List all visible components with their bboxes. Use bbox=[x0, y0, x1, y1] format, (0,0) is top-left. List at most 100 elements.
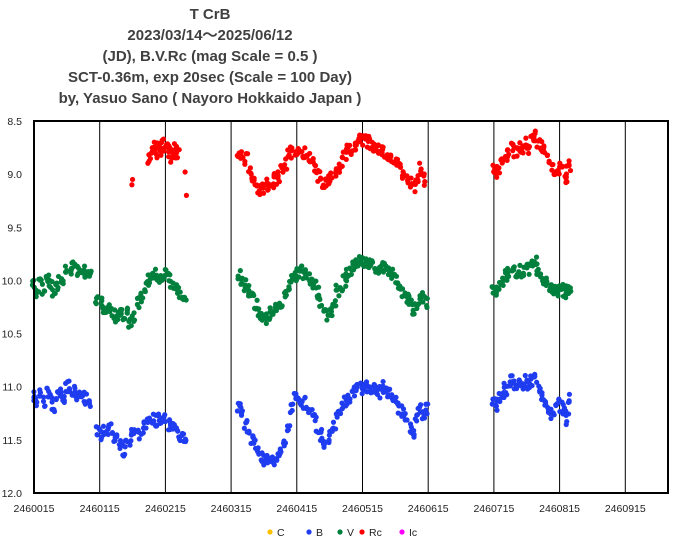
data-point bbox=[333, 303, 339, 309]
data-point bbox=[77, 267, 83, 273]
data-point bbox=[537, 274, 544, 280]
data-point bbox=[330, 425, 336, 431]
data-point bbox=[169, 147, 175, 153]
data-point bbox=[106, 302, 112, 308]
data-point bbox=[122, 444, 128, 450]
data-point bbox=[49, 395, 55, 401]
data-point bbox=[337, 410, 344, 417]
data-point bbox=[386, 269, 393, 276]
chart-title-line: SCT-0.36m, exp 20sec (Scale = 100 Day) bbox=[68, 69, 352, 86]
data-point bbox=[261, 462, 267, 468]
data-point bbox=[152, 148, 158, 154]
data-point bbox=[52, 290, 58, 296]
y-tick-label: 11.0 bbox=[2, 382, 22, 394]
data-point bbox=[520, 150, 526, 156]
data-point bbox=[68, 270, 74, 276]
data-point bbox=[171, 423, 177, 429]
data-point bbox=[66, 386, 73, 392]
data-point bbox=[389, 273, 395, 280]
data-point bbox=[51, 408, 58, 415]
data-point bbox=[246, 283, 252, 289]
data-point bbox=[564, 419, 570, 425]
data-point bbox=[55, 286, 61, 293]
data-point bbox=[275, 173, 281, 179]
data-point bbox=[544, 281, 550, 287]
x-axis-ticks: 2460015 2460115 2460215 2460315 2460415 24605… bbox=[14, 503, 646, 515]
data-point bbox=[522, 372, 528, 379]
data-point bbox=[289, 407, 295, 414]
data-point bbox=[526, 271, 532, 277]
x-tick-label: 2460915 bbox=[605, 503, 646, 515]
data-point bbox=[33, 403, 39, 409]
data-point bbox=[412, 301, 418, 307]
data-point bbox=[271, 308, 277, 314]
y-axis-ticks: 8.5 9.0 9.5 10.0 10.5 11.0 11.5 12.0 bbox=[2, 116, 23, 500]
data-point bbox=[555, 293, 561, 299]
data-point bbox=[404, 173, 410, 179]
data-point bbox=[72, 261, 78, 267]
data-point bbox=[411, 311, 417, 317]
data-point bbox=[167, 272, 173, 278]
series-B bbox=[31, 371, 573, 468]
data-point bbox=[336, 169, 343, 175]
data-point bbox=[337, 164, 343, 170]
data-point bbox=[297, 401, 303, 407]
data-point bbox=[105, 424, 112, 430]
data-point bbox=[295, 395, 301, 401]
data-point bbox=[288, 402, 294, 408]
data-point bbox=[346, 395, 352, 401]
data-point bbox=[85, 273, 91, 279]
data-points bbox=[29, 128, 574, 468]
data-point bbox=[293, 273, 300, 279]
data-point bbox=[505, 147, 511, 153]
data-point bbox=[234, 408, 240, 414]
data-point bbox=[136, 304, 142, 311]
data-point bbox=[496, 286, 502, 292]
y-tick-label: 10.5 bbox=[2, 329, 23, 341]
data-point bbox=[504, 154, 510, 160]
data-point bbox=[175, 428, 181, 434]
data-point bbox=[387, 386, 393, 392]
data-point bbox=[249, 178, 255, 184]
data-point bbox=[263, 320, 269, 327]
data-point bbox=[163, 267, 169, 273]
data-point bbox=[404, 417, 410, 423]
data-point bbox=[535, 266, 541, 272]
data-point bbox=[333, 287, 339, 293]
data-point bbox=[237, 268, 243, 274]
legend-label: C bbox=[277, 527, 285, 539]
data-point bbox=[49, 399, 55, 405]
data-point bbox=[123, 437, 129, 443]
data-point bbox=[504, 392, 510, 398]
data-point bbox=[346, 272, 352, 278]
data-point bbox=[321, 441, 327, 447]
data-point bbox=[288, 155, 294, 161]
data-point bbox=[98, 295, 104, 301]
data-point bbox=[136, 436, 142, 442]
data-point bbox=[423, 295, 429, 301]
data-point bbox=[557, 163, 563, 169]
data-point bbox=[333, 282, 339, 288]
data-point bbox=[505, 270, 511, 276]
data-point bbox=[131, 310, 137, 316]
data-point bbox=[42, 288, 48, 294]
data-point bbox=[343, 156, 349, 163]
data-point bbox=[539, 138, 545, 145]
data-point bbox=[315, 167, 321, 174]
data-point bbox=[369, 259, 376, 265]
data-point bbox=[61, 399, 67, 405]
data-point bbox=[409, 181, 415, 188]
data-point bbox=[332, 298, 338, 304]
x-tick-label: 2460615 bbox=[408, 503, 449, 515]
data-point bbox=[568, 288, 574, 294]
data-point bbox=[312, 418, 318, 424]
data-point bbox=[393, 394, 399, 400]
data-point bbox=[122, 316, 128, 322]
data-point bbox=[182, 169, 188, 175]
data-point bbox=[255, 445, 261, 451]
data-point bbox=[406, 293, 412, 299]
data-point bbox=[393, 399, 399, 405]
data-point bbox=[360, 142, 366, 148]
data-point bbox=[173, 155, 179, 161]
data-point bbox=[53, 396, 59, 403]
